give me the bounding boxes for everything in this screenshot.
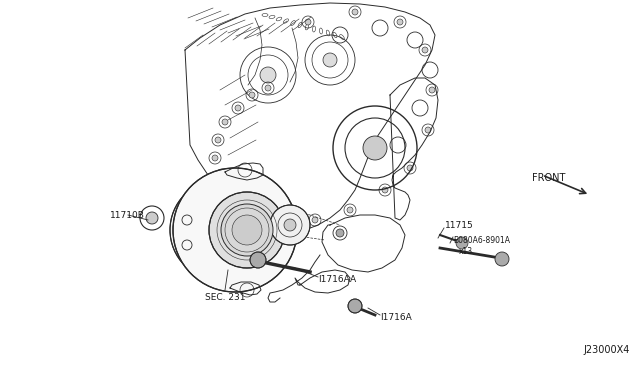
Text: I1716A: I1716A: [380, 314, 412, 323]
Circle shape: [323, 53, 337, 67]
Text: FRONT: FRONT: [532, 173, 565, 183]
Circle shape: [312, 217, 318, 223]
Circle shape: [397, 19, 403, 25]
Circle shape: [456, 237, 468, 249]
Circle shape: [170, 180, 270, 280]
Circle shape: [252, 202, 258, 208]
Circle shape: [232, 189, 238, 195]
Circle shape: [209, 192, 285, 268]
Circle shape: [284, 219, 296, 231]
Text: I1716AA: I1716AA: [318, 276, 356, 285]
Circle shape: [265, 85, 271, 91]
Text: 11715: 11715: [445, 221, 474, 230]
Text: J23000X4: J23000X4: [584, 345, 630, 355]
Circle shape: [270, 205, 310, 245]
Circle shape: [250, 252, 266, 268]
Text: x13: x13: [459, 247, 473, 257]
Circle shape: [260, 67, 276, 83]
Text: 11710B: 11710B: [110, 211, 145, 219]
Circle shape: [305, 19, 311, 25]
Text: B080A6-8901A: B080A6-8901A: [453, 235, 510, 244]
Circle shape: [382, 187, 388, 193]
Circle shape: [173, 168, 297, 292]
Circle shape: [249, 92, 255, 98]
Circle shape: [215, 137, 221, 143]
Circle shape: [146, 212, 158, 224]
Circle shape: [407, 165, 413, 171]
Circle shape: [495, 252, 509, 266]
Circle shape: [222, 119, 228, 125]
Circle shape: [422, 47, 428, 53]
Circle shape: [235, 105, 241, 111]
Circle shape: [347, 207, 353, 213]
Circle shape: [212, 155, 218, 161]
Text: SEC. 231: SEC. 231: [205, 294, 245, 302]
Circle shape: [219, 172, 225, 178]
Circle shape: [363, 136, 387, 160]
Circle shape: [425, 127, 431, 133]
Circle shape: [429, 87, 435, 93]
Circle shape: [352, 9, 358, 15]
Circle shape: [336, 229, 344, 237]
Circle shape: [221, 204, 273, 256]
Circle shape: [348, 299, 362, 313]
Circle shape: [277, 212, 283, 218]
Circle shape: [232, 215, 262, 245]
